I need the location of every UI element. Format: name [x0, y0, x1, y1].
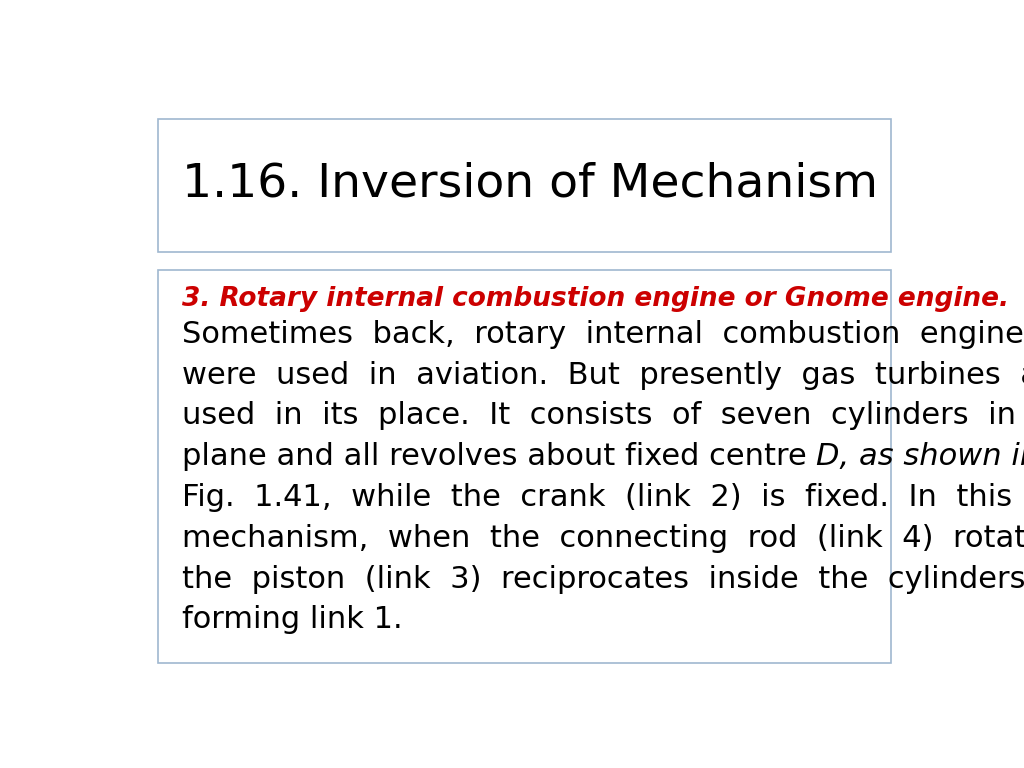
Text: the  piston  (link  3)  reciprocates  inside  the  cylinders: the piston (link 3) reciprocates inside …	[182, 564, 1024, 594]
FancyBboxPatch shape	[158, 119, 892, 252]
Text: used  in  its  place.  It  consists  of  seven  cylinders  in  one: used in its place. It consists of seven …	[182, 402, 1024, 430]
Text: Fig.  1.41,  while  the  crank  (link  2)  is  fixed.  In  this: Fig. 1.41, while the crank (link 2) is f…	[182, 483, 1012, 512]
Text: forming link 1.: forming link 1.	[182, 605, 402, 634]
Text: plane and all revolves about fixed centre: plane and all revolves about fixed centr…	[182, 442, 816, 472]
Text: were  used  in  aviation.  But  presently  gas  turbines  are: were used in aviation. But presently gas…	[182, 361, 1024, 389]
Text: 3. Rotary internal combustion engine or Gnome engine.: 3. Rotary internal combustion engine or …	[182, 286, 1009, 312]
Text: Sometimes  back,  rotary  internal  combustion  engines: Sometimes back, rotary internal combusti…	[182, 319, 1024, 349]
FancyBboxPatch shape	[158, 270, 892, 663]
Text: 1.16. Inversion of Mechanism: 1.16. Inversion of Mechanism	[182, 161, 878, 207]
Text: mechanism,  when  the  connecting  rod  (link  4)  rotates,: mechanism, when the connecting rod (link…	[182, 524, 1024, 553]
Text: D, as shown in: D, as shown in	[816, 442, 1024, 472]
